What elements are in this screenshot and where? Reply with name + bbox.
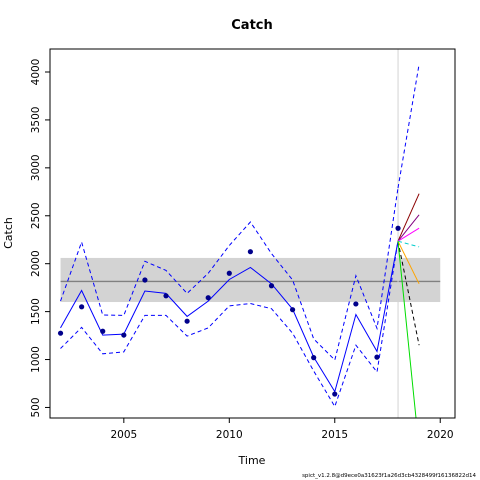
series-line-scenario-10 xyxy=(397,241,417,418)
axes: 2005 2010 2015 2020 500 1000 1500 2000 2500 3000 3… xyxy=(30,59,454,441)
series-line-scenario-9 xyxy=(397,240,420,285)
y-tick-label: 3000 xyxy=(30,154,42,181)
y-tick-label: 2500 xyxy=(30,202,42,229)
series-line-scenario-6 xyxy=(397,214,420,242)
plot-area xyxy=(57,49,441,418)
observation-point xyxy=(100,328,106,334)
observation-point xyxy=(205,295,211,301)
observation-point xyxy=(289,307,296,313)
version-footnote: spict_v1.2.8@d9ece0a31623f1a26d3cb432849… xyxy=(302,473,476,479)
series-line-upper-ci-1 xyxy=(60,187,399,361)
series-line-scenario-7 xyxy=(397,227,420,242)
x-axis-label: Time xyxy=(238,454,266,467)
observation-point xyxy=(332,391,338,397)
plot-frame xyxy=(49,48,456,419)
series-line-lower-ci-2 xyxy=(60,241,399,408)
series-line-scenario-4 xyxy=(397,241,420,346)
observation-point xyxy=(142,277,148,283)
y-tick-label: 1000 xyxy=(30,346,42,373)
y-tick-label: 500 xyxy=(30,397,42,417)
chart-title: Catch xyxy=(231,18,273,33)
y-tick-label: 3500 xyxy=(30,107,42,134)
observation-point xyxy=(57,330,64,336)
x-tick-label: 2005 xyxy=(110,429,137,441)
x-tick-label: 2015 xyxy=(321,429,348,441)
x-tick-label: 2020 xyxy=(427,429,454,441)
observation-point xyxy=(311,355,317,361)
y-tick-label: 2000 xyxy=(30,250,42,277)
y-tick-label: 4000 xyxy=(30,59,42,86)
series-line-scenario-5 xyxy=(397,193,420,242)
observation-point xyxy=(268,283,275,289)
y-axis-label: Catch xyxy=(2,217,15,249)
observation-point xyxy=(395,225,401,231)
observation-point xyxy=(353,301,359,307)
x-tick-label: 2010 xyxy=(216,429,243,441)
observation-point xyxy=(121,332,127,338)
observation-point xyxy=(163,293,169,299)
series-line-scenario-8 xyxy=(397,240,420,248)
series-line-estimate-0 xyxy=(60,241,399,393)
observation-point xyxy=(184,318,190,324)
observation-point xyxy=(374,354,380,360)
observation-point xyxy=(247,249,253,255)
y-tick-label: 1500 xyxy=(30,298,42,325)
observation-point xyxy=(79,304,85,310)
observation-point xyxy=(226,270,232,276)
msy-band xyxy=(60,257,441,303)
